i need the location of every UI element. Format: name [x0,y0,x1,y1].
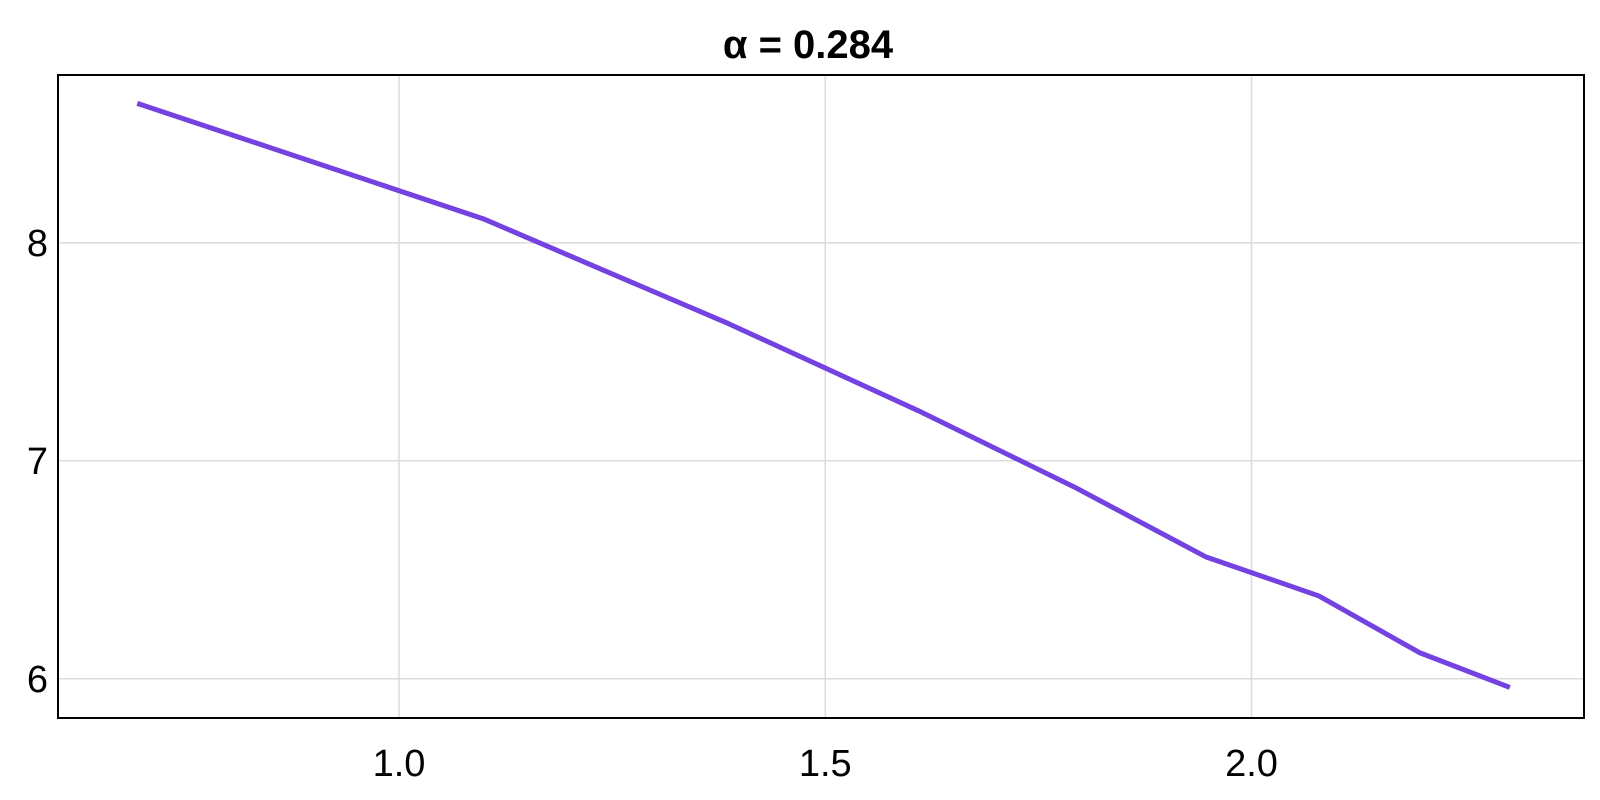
plot-frame [57,74,1585,719]
x-tick-label: 1.0 [373,743,426,785]
y-axis-ticks: 6 7 8 [27,223,48,701]
chart-title: α = 0.284 [723,23,894,67]
y-tick-label: 8 [27,223,48,265]
x-tick-label: 1.5 [799,743,852,785]
series-layer [136,100,1511,690]
y-tick-label: 6 [27,659,48,701]
series-line [136,100,1511,690]
x-axis-ticks: 1.0 1.5 2.0 [373,743,1278,785]
grid [58,75,1584,718]
x-tick-label: 2.0 [1225,743,1278,785]
y-tick-label: 7 [27,441,48,483]
